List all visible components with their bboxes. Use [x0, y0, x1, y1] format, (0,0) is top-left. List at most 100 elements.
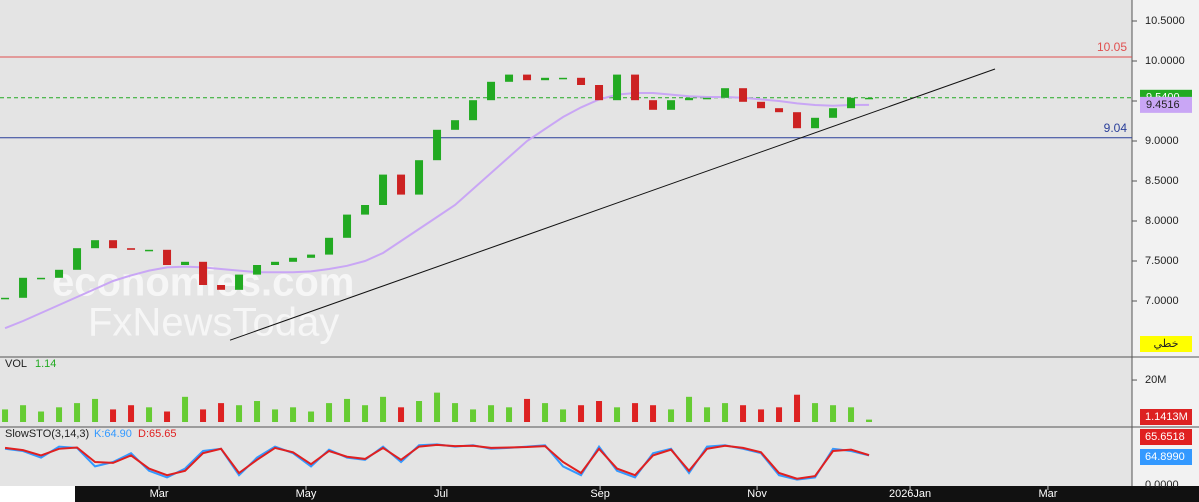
- volume-bar: [830, 405, 837, 422]
- volume-bar: [218, 403, 225, 422]
- y-tick-label: 7.0000: [1145, 295, 1179, 307]
- y-tick-label: 8.5000: [1145, 175, 1179, 187]
- candle: [523, 74, 532, 81]
- volume-bar: [326, 403, 333, 422]
- volume-bar: [632, 403, 639, 422]
- candle: [325, 237, 334, 255]
- volume-bar: [344, 398, 351, 422]
- volume-bar: [848, 407, 855, 422]
- volume-bar: [236, 405, 243, 422]
- volume-bar: [614, 407, 621, 422]
- volume-bar: [290, 407, 297, 422]
- candle: [451, 120, 460, 130]
- stoch-d-box-label: 65.6518: [1145, 431, 1185, 443]
- candle: [469, 100, 478, 121]
- volume-bar: [398, 407, 405, 422]
- volume-box: [1140, 409, 1192, 425]
- volume-bar: [434, 392, 441, 422]
- candle: [343, 214, 352, 238]
- volume-bar: [2, 409, 9, 422]
- candle: [595, 85, 604, 101]
- candle: [433, 129, 442, 161]
- candle: [667, 100, 676, 110]
- candle: [541, 77, 550, 81]
- volume-bar: [542, 403, 549, 422]
- volume-bar: [794, 394, 801, 422]
- volume-bar: [704, 407, 711, 422]
- candle: [685, 97, 694, 101]
- volume-title: VOL: [5, 358, 27, 370]
- trendline: [229, 68, 996, 341]
- candle: [379, 174, 388, 205]
- y-tick-label: 10.5000: [1145, 15, 1185, 27]
- volume-bar: [812, 403, 819, 422]
- candle: [1, 297, 10, 300]
- tool-label: خطي: [1154, 338, 1179, 350]
- ma-box: [1140, 96, 1192, 113]
- candle: [361, 205, 370, 215]
- x-tick-label: Jul: [434, 488, 448, 500]
- volume-bar: [452, 403, 459, 422]
- volume-bar: [470, 409, 477, 422]
- volume-bar: [20, 405, 27, 422]
- candle: [829, 108, 838, 118]
- stoch-k: K:64.90: [94, 428, 132, 440]
- candle: [37, 277, 46, 280]
- volume-bar: [200, 409, 207, 422]
- candle: [739, 88, 748, 102]
- volume-bar: [722, 403, 729, 422]
- axis-bg: [1132, 0, 1199, 486]
- volume-bar: [110, 409, 117, 422]
- y-tick-label: 10.0000: [1145, 55, 1185, 67]
- candle: [253, 265, 262, 275]
- candle: [235, 274, 244, 290]
- tool-box: [1140, 336, 1192, 352]
- volume-bar: [740, 405, 747, 422]
- candle: [181, 261, 190, 265]
- candle: [847, 97, 856, 109]
- candle: [73, 248, 82, 270]
- candle: [703, 97, 712, 100]
- candle: [397, 174, 406, 195]
- volume-bar: [686, 396, 693, 422]
- candle: [415, 160, 424, 195]
- volume-bar: [182, 396, 189, 422]
- y-tick-label: 8.0000: [1145, 215, 1179, 227]
- candle: [55, 269, 64, 278]
- volume-bar: [668, 409, 675, 422]
- candle: [505, 74, 514, 82]
- candle: [793, 112, 802, 129]
- stoch-d-box: [1140, 429, 1192, 445]
- stoch-line: [4, 443, 870, 480]
- ma-label: 9.4516: [1146, 99, 1180, 111]
- volume-current: 1.14: [35, 358, 56, 370]
- candle: [307, 254, 316, 258]
- volume-bar: [596, 401, 603, 422]
- candle: [487, 81, 496, 101]
- watermark: FxNewsToday: [88, 301, 339, 345]
- volume-bar: [866, 419, 873, 422]
- candle: [757, 101, 766, 109]
- volume-bar: [128, 405, 135, 422]
- stoch-k-box-label: 64.8990: [1145, 451, 1185, 463]
- candle: [217, 285, 226, 290]
- x-tick-label: Sep: [590, 488, 610, 500]
- candle: [721, 88, 730, 98]
- volume-bar: [92, 398, 99, 422]
- candle: [127, 248, 136, 250]
- volume-bar: [164, 411, 171, 422]
- candle: [19, 277, 28, 298]
- candle: [631, 74, 640, 101]
- volume-bar: [380, 396, 387, 422]
- stoch-k-box: [1140, 449, 1192, 465]
- candle: [811, 117, 820, 129]
- candle: [163, 249, 172, 265]
- volume-bar: [488, 405, 495, 422]
- x-axis-bg: [75, 486, 1199, 502]
- volume-bar: [416, 401, 423, 422]
- candle: [109, 240, 118, 249]
- volume-bar: [254, 401, 261, 422]
- volume-bar: [362, 405, 369, 422]
- plot-bg: [0, 0, 1132, 486]
